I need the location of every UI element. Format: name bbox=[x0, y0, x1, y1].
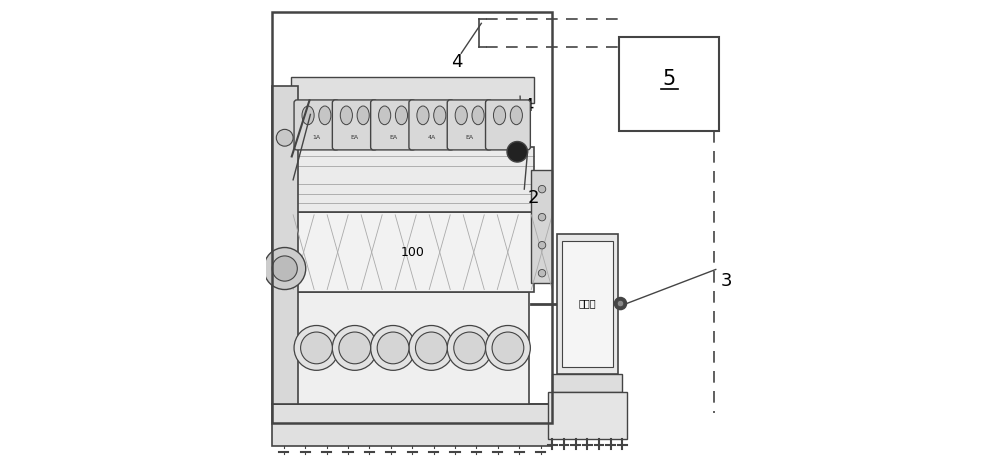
Text: 100: 100 bbox=[400, 246, 424, 259]
Circle shape bbox=[486, 325, 530, 370]
Ellipse shape bbox=[319, 106, 331, 125]
Bar bbox=[562, 241, 613, 367]
Bar bbox=[272, 12, 552, 423]
FancyBboxPatch shape bbox=[294, 100, 339, 150]
Circle shape bbox=[538, 269, 546, 277]
Ellipse shape bbox=[340, 106, 352, 125]
Circle shape bbox=[294, 325, 339, 370]
Text: 5: 5 bbox=[663, 70, 676, 89]
FancyBboxPatch shape bbox=[486, 100, 530, 150]
Bar bbox=[291, 212, 534, 292]
Ellipse shape bbox=[493, 106, 506, 125]
Circle shape bbox=[538, 213, 546, 221]
Bar bbox=[295, 292, 529, 404]
Circle shape bbox=[276, 129, 293, 146]
Circle shape bbox=[371, 325, 415, 370]
FancyBboxPatch shape bbox=[371, 100, 415, 150]
Text: 4A: 4A bbox=[427, 135, 435, 140]
Ellipse shape bbox=[417, 106, 429, 125]
Ellipse shape bbox=[357, 106, 369, 125]
Circle shape bbox=[492, 332, 524, 364]
Circle shape bbox=[538, 241, 546, 249]
Text: EA: EA bbox=[466, 135, 474, 140]
Ellipse shape bbox=[395, 106, 408, 125]
Ellipse shape bbox=[455, 106, 467, 125]
Text: 2: 2 bbox=[528, 190, 540, 207]
Bar bbox=[291, 77, 534, 103]
Circle shape bbox=[409, 325, 454, 370]
Ellipse shape bbox=[379, 106, 391, 125]
Text: 4: 4 bbox=[522, 98, 534, 115]
Ellipse shape bbox=[434, 106, 446, 125]
Circle shape bbox=[377, 332, 409, 364]
Bar bbox=[548, 392, 627, 439]
Circle shape bbox=[272, 256, 297, 281]
Bar bbox=[552, 374, 622, 392]
Circle shape bbox=[617, 300, 624, 307]
Bar bbox=[531, 170, 552, 283]
Circle shape bbox=[507, 142, 528, 162]
Text: 1A: 1A bbox=[312, 135, 321, 140]
FancyBboxPatch shape bbox=[409, 100, 454, 150]
Circle shape bbox=[447, 325, 492, 370]
Bar bbox=[557, 234, 618, 374]
Circle shape bbox=[264, 248, 306, 290]
Text: 3: 3 bbox=[720, 272, 732, 290]
Circle shape bbox=[339, 332, 371, 364]
Circle shape bbox=[454, 332, 486, 364]
Ellipse shape bbox=[510, 106, 522, 125]
Circle shape bbox=[301, 332, 332, 364]
Circle shape bbox=[415, 332, 447, 364]
Circle shape bbox=[332, 325, 377, 370]
FancyBboxPatch shape bbox=[332, 100, 377, 150]
Bar bbox=[619, 37, 719, 131]
Bar bbox=[272, 404, 552, 446]
Text: EA: EA bbox=[351, 135, 359, 140]
Text: EA: EA bbox=[389, 135, 397, 140]
Text: 4: 4 bbox=[451, 53, 462, 71]
Circle shape bbox=[614, 297, 627, 310]
Ellipse shape bbox=[472, 106, 484, 125]
Circle shape bbox=[538, 185, 546, 193]
Bar bbox=[272, 86, 298, 404]
Text: 测功器: 测功器 bbox=[579, 298, 596, 309]
Ellipse shape bbox=[302, 106, 314, 125]
FancyBboxPatch shape bbox=[447, 100, 492, 150]
Bar bbox=[291, 147, 534, 212]
Text: 1: 1 bbox=[592, 258, 604, 276]
